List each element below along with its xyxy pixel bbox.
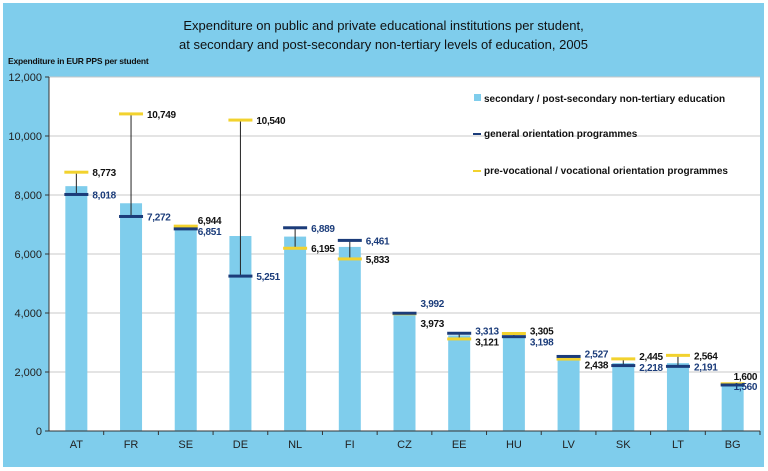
marker-vocational-nl <box>283 246 308 250</box>
y-tick-label: 4,000 <box>14 308 42 320</box>
marker-vocational-se <box>173 224 198 228</box>
bar-fr <box>120 203 143 431</box>
bar-cz <box>393 313 416 431</box>
x-tick-label-nl: NL <box>288 439 302 451</box>
data-label-vocational-lv: 2,438 <box>585 360 609 371</box>
data-label-vocational-sk: 2,445 <box>639 352 663 363</box>
data-label-vocational-at: 8,773 <box>92 168 116 179</box>
bars <box>65 186 744 431</box>
axes: 0 2,000 4,000 6,000 8,000 10,000 12,000 AT FR SE D… <box>8 72 761 451</box>
x-tick-label-ee: EE <box>452 439 467 451</box>
bar-se <box>174 227 197 431</box>
legend-swatch-vocational <box>473 170 481 172</box>
x-tick-label-at: AT <box>70 439 84 451</box>
data-label-vocational-se: 6,944 <box>198 216 222 227</box>
data-label-vocational-fr: 10,749 <box>147 110 177 121</box>
marker-vocational-sk <box>611 357 636 361</box>
bar-ee <box>448 335 471 431</box>
marker-general-at <box>64 192 89 196</box>
legend-label-vocational: pre-vocational / vocational orientation … <box>484 166 728 177</box>
marker-vocational-de <box>228 118 253 122</box>
chart-title: Expenditure on public and private educat… <box>3 16 764 54</box>
marker-general-se <box>173 227 198 231</box>
data-label-general-lt: 2,191 <box>694 362 718 373</box>
bar-bg <box>721 384 744 431</box>
marker-vocational-at <box>64 170 89 174</box>
data-label-general-de: 5,251 <box>256 272 280 283</box>
marker-general-fi <box>337 238 362 242</box>
bar-lt <box>666 363 689 431</box>
x-tick-label-hu: HU <box>506 439 522 451</box>
marker-general-cz <box>392 311 417 315</box>
data-label-general-ee: 3,313 <box>475 326 499 337</box>
marker-vocational-fi <box>337 257 362 261</box>
data-label-general-bg: 1,560 <box>734 382 758 393</box>
legend-label-general: general orientation programmes <box>484 129 638 140</box>
x-tick-label-lv: LV <box>562 439 575 451</box>
marker-general-de <box>228 274 253 278</box>
data-label-general-at: 8,018 <box>92 190 116 201</box>
data-label-vocational-lt: 2,564 <box>694 351 718 362</box>
x-tick-label-lt: LT <box>672 439 684 451</box>
data-label-general-fr: 7,272 <box>147 212 171 223</box>
legend-swatch-secondary <box>474 94 481 101</box>
marker-general-hu <box>501 335 526 339</box>
x-tick-label-se: SE <box>178 439 193 451</box>
y-tick-label: 8,000 <box>14 190 42 202</box>
chart-title-line1: Expenditure on public and private educat… <box>183 18 584 33</box>
data-label-vocational-de: 10,540 <box>256 116 286 127</box>
marker-vocational-hu <box>501 332 526 336</box>
data-label-general-cz: 3,992 <box>421 299 445 310</box>
data-label-vocational-fi: 5,833 <box>366 255 390 266</box>
legend-swatch-general <box>473 133 481 135</box>
data-label-vocational-nl: 6,195 <box>311 244 335 255</box>
data-label-general-sk: 2,218 <box>639 363 663 374</box>
marker-general-sk <box>611 364 636 368</box>
data-label-vocational-bg: 1,600 <box>734 372 758 383</box>
y-axis-label: Expenditure in EUR PPS per student <box>8 56 149 66</box>
marker-general-lt <box>665 364 690 368</box>
bar-lv <box>557 357 580 431</box>
marker-general-ee <box>447 331 472 335</box>
chart-subtitle: at secondary and post-secondary non-tert… <box>178 37 589 52</box>
bar-sk <box>612 363 635 431</box>
legend-label-secondary: secondary / post-secondary non-tertiary … <box>484 94 725 105</box>
x-tick-label-cz: CZ <box>397 439 412 451</box>
data-label-vocational-ee: 3,121 <box>475 337 499 348</box>
bar-fi <box>338 246 361 431</box>
bar-hu <box>502 335 525 431</box>
data-label-general-lv: 2,527 <box>585 349 609 360</box>
data-label-vocational-cz: 3,973 <box>421 319 445 330</box>
marker-vocational-fr <box>119 112 144 116</box>
x-tick-label-bg: BG <box>725 439 741 451</box>
y-tick-label: 0 <box>36 426 42 438</box>
marker-general-nl <box>283 226 308 230</box>
x-tick-label-de: DE <box>233 439 248 451</box>
data-label-general-nl: 6,889 <box>311 224 335 235</box>
data-label-general-fi: 6,461 <box>366 236 390 247</box>
data-label-general-se: 6,851 <box>198 227 222 238</box>
data-label-vocational-hu: 3,305 <box>530 327 554 338</box>
y-tick-label: 2,000 <box>14 367 42 379</box>
y-tick-label: 6,000 <box>14 249 42 261</box>
markers <box>64 112 745 387</box>
bar-de <box>229 236 252 431</box>
marker-general-lv <box>556 354 581 358</box>
y-tick-label: 10,000 <box>8 131 42 143</box>
marker-general-bg <box>720 383 745 387</box>
bar-nl <box>284 236 307 431</box>
x-tick-label-fr: FR <box>124 439 139 451</box>
x-tick-label-sk: SK <box>616 439 631 451</box>
marker-vocational-ee <box>447 337 472 341</box>
marker-general-fr <box>119 214 144 218</box>
x-tick-label-fi: FI <box>345 439 355 451</box>
y-tick-label: 12,000 <box>8 72 42 84</box>
data-label-general-hu: 3,198 <box>530 338 554 349</box>
legend: secondary / post-secondary non-tertiary … <box>473 94 728 177</box>
marker-vocational-lv <box>556 357 581 361</box>
bar-at <box>65 186 88 431</box>
marker-vocational-lt <box>665 353 690 357</box>
